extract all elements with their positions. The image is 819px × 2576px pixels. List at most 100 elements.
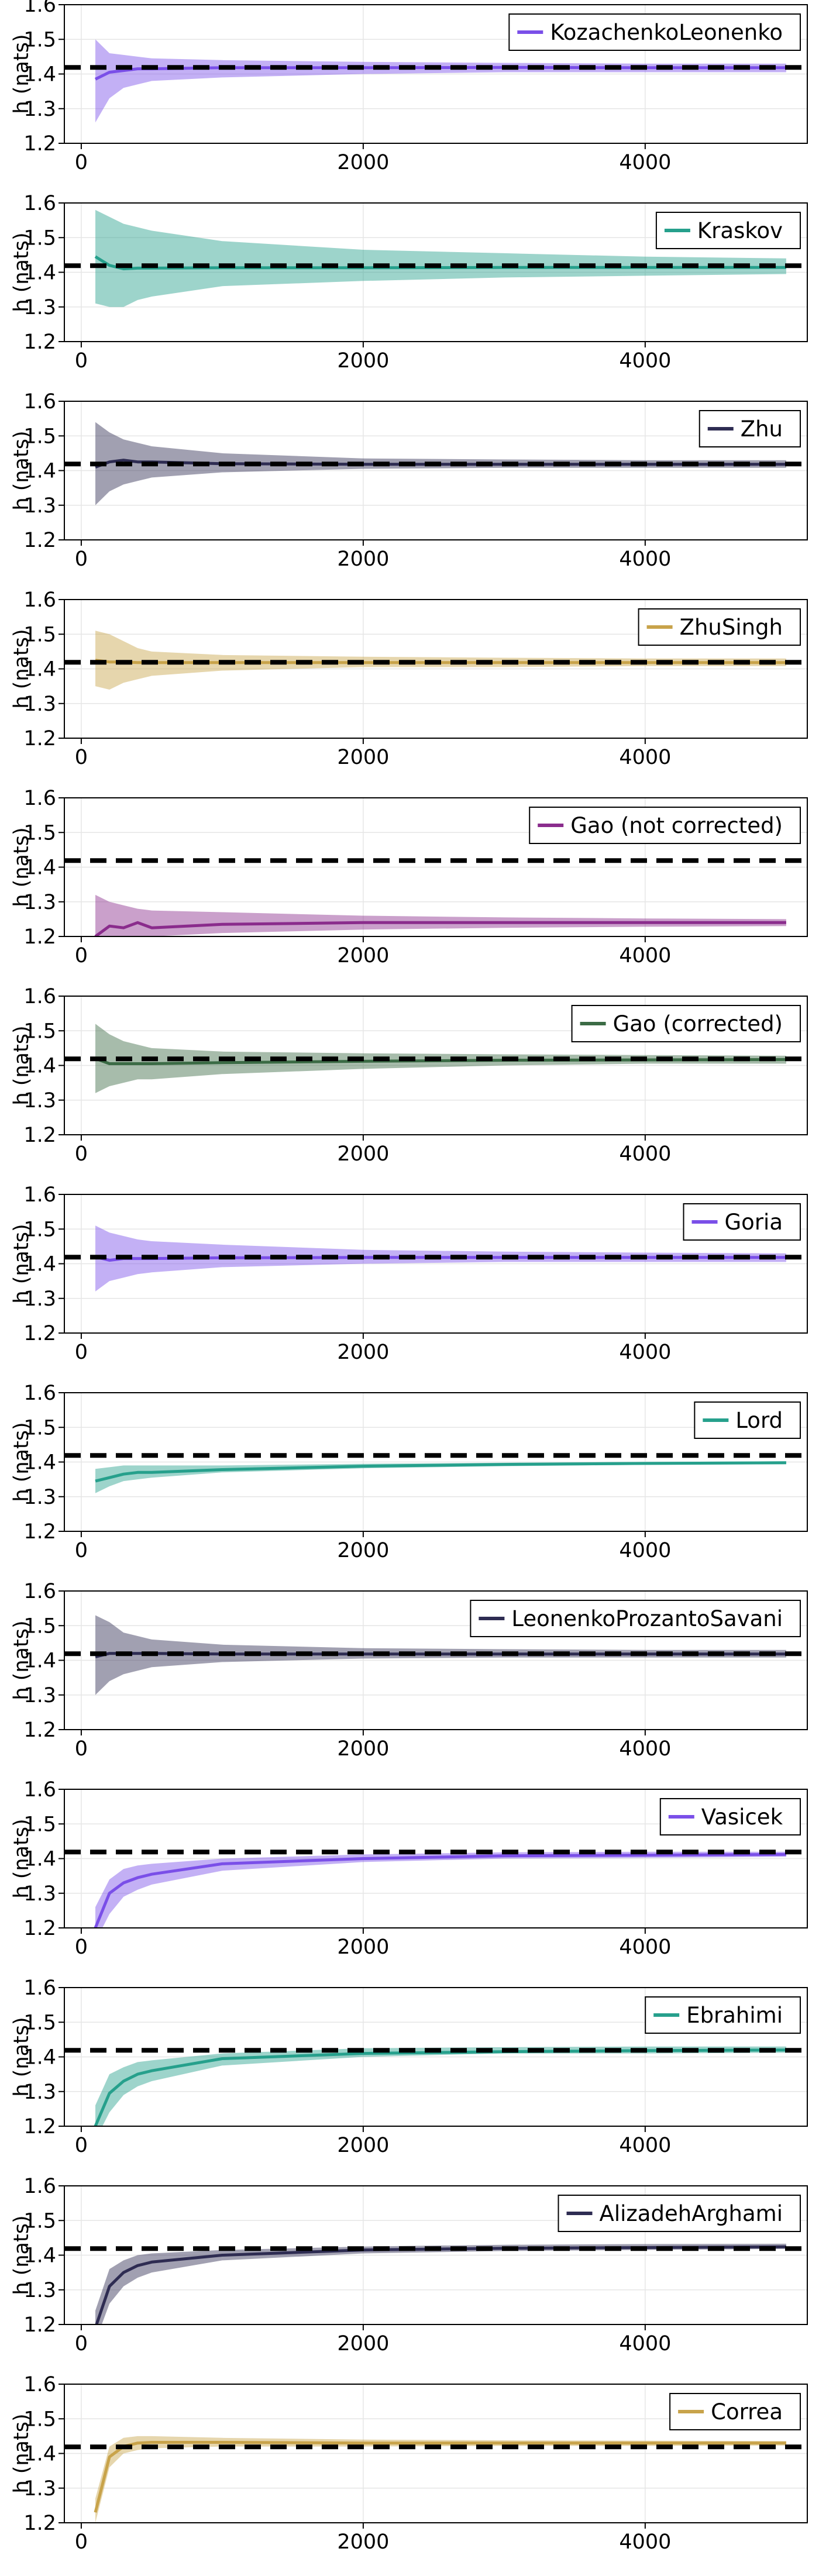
y-axis-label: h (nats) [10,1422,33,1501]
x-tick-label: 0 [75,1341,88,1364]
x-tick-label: 2000 [337,1539,389,1562]
x-tick-label: 2000 [337,1936,389,1959]
x-tick-label: 4000 [619,349,671,373]
legend: KozachenkoLeonenko [509,14,800,50]
x-tick-label: 4000 [619,547,671,571]
x-tick-label: 0 [75,151,88,174]
legend-label: KozachenkoLeonenko [550,20,783,45]
x-tick-label: 4000 [619,1539,671,1562]
y-tick-label: 1.2 [23,529,56,552]
y-axis-label: h (nats) [10,1025,33,1105]
y-tick-label: 1.2 [23,1917,56,1940]
legend-label: Gao (corrected) [613,1011,783,1036]
legend-label: Zhu [741,416,783,442]
x-tick-label: 2000 [337,151,389,174]
x-tick-label: 4000 [619,944,671,967]
x-tick-label: 4000 [619,1936,671,1959]
x-tick-label: 0 [75,1142,88,1166]
y-tick-label: 1.2 [23,2313,56,2337]
x-tick-label: 0 [75,1936,88,1959]
legend: AlizadehArghami [559,2195,800,2231]
legend: Lord [694,1402,800,1438]
series-line [95,2050,786,2126]
legend-label: Lord [735,1408,783,1433]
y-tick-label: 1.6 [23,1580,56,1603]
y-tick-label: 1.6 [23,1976,56,2000]
y-tick-label: 1.6 [23,1183,56,1207]
y-axis-label: h (nats) [10,629,33,708]
x-tick-label: 0 [75,746,88,769]
y-tick-label: 1.2 [23,1520,56,1544]
x-tick-label: 4000 [619,2530,671,2554]
y-tick-label: 1.6 [23,2175,56,2198]
y-axis-label: h (nats) [10,1819,33,1898]
x-tick-label: 2000 [337,944,389,967]
x-tick-label: 0 [75,547,88,571]
x-tick-label: 0 [75,2530,88,2554]
y-tick-label: 1.6 [23,787,56,810]
x-tick-label: 4000 [619,1341,671,1364]
x-tick-label: 0 [75,2134,88,2157]
y-tick-label: 1.2 [23,132,56,156]
x-tick-label: 0 [75,1539,88,1562]
y-axis-label: h (nats) [10,2017,33,2096]
legend: Kraskov [656,212,800,249]
x-tick-label: 4000 [619,2134,671,2157]
legend: Gao (not corrected) [529,807,800,843]
legend: Correa [670,2394,800,2430]
legend-label: Goria [725,1210,783,1235]
legend: ZhuSingh [639,609,800,645]
x-tick-label: 2000 [337,1341,389,1364]
legend-label: ZhuSingh [680,615,783,640]
y-tick-label: 1.6 [23,1382,56,1405]
x-tick-label: 2000 [337,547,389,571]
legend-label: Correa [711,2399,783,2425]
x-tick-label: 0 [75,349,88,373]
y-tick-label: 1.2 [23,727,56,750]
legend: Vasicek [660,1799,800,1835]
plot-area [64,422,807,505]
legend-label: Vasicek [701,1804,783,1830]
y-axis-label: h (nats) [10,1224,33,1303]
y-tick-label: 1.6 [23,588,56,612]
x-tick-label: 4000 [619,2332,671,2355]
confidence-band [95,39,786,122]
x-tick-label: 4000 [619,1142,671,1166]
legend-label: AlizadehArghami [600,2201,783,2226]
y-tick-label: 1.2 [23,2115,56,2138]
x-tick-label: 4000 [619,151,671,174]
y-axis-label: h (nats) [10,2413,33,2493]
plot-area [64,1455,807,1493]
legend-label: Ebrahimi [686,2003,783,2028]
y-tick-label: 1.2 [23,925,56,949]
legend-label: Gao (not corrected) [570,813,783,838]
x-tick-label: 4000 [619,746,671,769]
y-axis-label: h (nats) [10,232,33,312]
y-axis-label: h (nats) [10,431,33,510]
plot-area [64,39,807,122]
y-tick-label: 1.2 [23,2512,56,2535]
y-tick-label: 1.6 [23,390,56,414]
x-tick-label: 2000 [337,349,389,373]
y-axis-label: h (nats) [10,2215,33,2295]
x-tick-label: 0 [75,2332,88,2355]
y-tick-label: 1.2 [23,1322,56,1345]
y-tick-label: 1.6 [23,1778,56,1802]
y-tick-label: 1.2 [23,1124,56,1147]
legend-label: Kraskov [697,218,783,243]
x-tick-label: 2000 [337,1737,389,1761]
y-axis-label: h (nats) [10,1620,33,1700]
